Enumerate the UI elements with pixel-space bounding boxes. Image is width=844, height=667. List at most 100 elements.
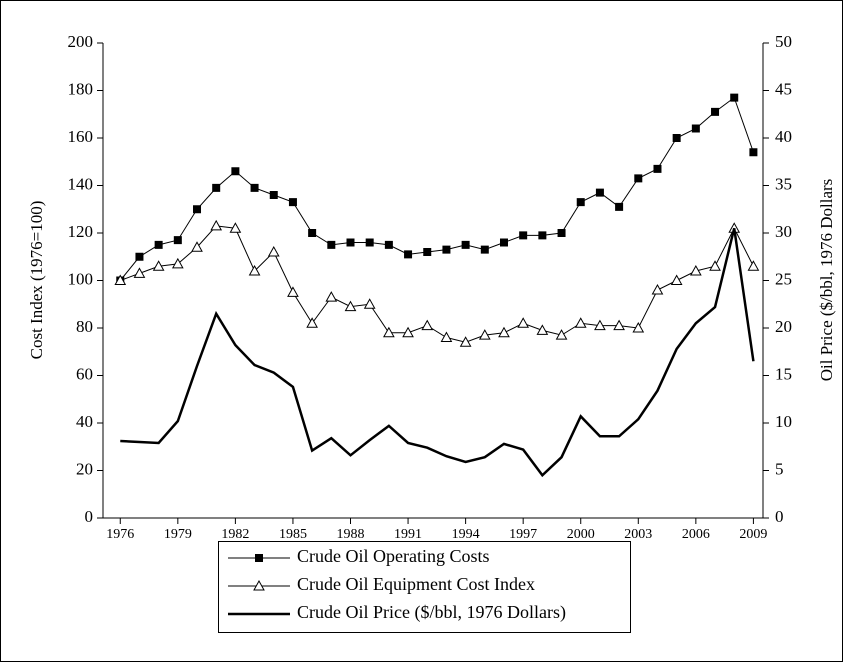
marker-square	[557, 229, 566, 237]
marker-triangle	[747, 260, 760, 271]
marker-square	[538, 231, 547, 240]
x-tick-label: 2000	[567, 527, 595, 542]
marker-square	[730, 93, 739, 102]
y-tick-label: 60	[76, 364, 93, 383]
legend-box	[218, 541, 631, 633]
marker-triangle	[306, 317, 318, 328]
y-tick-label: 20	[76, 459, 93, 478]
marker-square	[653, 164, 662, 173]
marker-triangle	[344, 300, 357, 312]
marker-square	[212, 183, 221, 192]
marker-square	[691, 124, 700, 133]
marker-triangle	[670, 274, 683, 285]
marker-triangle	[210, 219, 223, 231]
marker-triangle	[440, 331, 453, 342]
marker-triangle	[229, 222, 242, 233]
marker-square	[576, 198, 585, 207]
marker-triangle	[517, 317, 530, 328]
marker-triangle	[651, 283, 664, 295]
marker-triangle	[325, 291, 338, 302]
marker-triangle	[114, 274, 127, 285]
marker-square	[404, 250, 413, 259]
marker-square	[250, 183, 259, 192]
y-tick-label: 80	[76, 317, 93, 336]
marker-square	[288, 198, 297, 207]
marker-triangle	[253, 579, 265, 591]
marker-square	[154, 240, 163, 249]
marker-triangle	[574, 317, 587, 328]
marker-square	[519, 231, 528, 240]
x-tick-label: 2009	[739, 527, 767, 542]
marker-square	[193, 205, 202, 214]
marker-square	[634, 174, 643, 183]
marker-triangle	[402, 326, 414, 338]
x-tick-label: 1976	[106, 527, 134, 542]
legend-label: Crude Oil Equipment Cost Index	[297, 574, 535, 594]
y-axis-label: Cost Index (1976=100)	[27, 201, 46, 360]
marker-triangle	[689, 264, 702, 276]
marker-square	[615, 202, 624, 211]
marker-square	[327, 240, 336, 249]
y-tick-label: 200	[68, 32, 94, 51]
marker-triangle	[171, 257, 184, 269]
series-line	[120, 225, 754, 343]
x-tick-label: 2006	[682, 527, 710, 542]
y2-axis-label: Oil Price ($/bbl, 1976 Dollars	[817, 179, 836, 382]
marker-square	[461, 240, 470, 249]
marker-square	[346, 238, 355, 247]
y-tick-label: 120	[68, 222, 94, 241]
y-tick-label: 160	[68, 127, 94, 146]
marker-square	[423, 248, 432, 256]
marker-square	[711, 107, 720, 116]
marker-triangle	[191, 241, 203, 252]
marker-triangle	[363, 298, 376, 309]
marker-square	[480, 245, 489, 254]
y2-tick-label: 10	[775, 412, 792, 431]
marker-square	[384, 240, 393, 249]
y-tick-label: 140	[68, 174, 94, 193]
marker-triangle	[613, 319, 625, 331]
marker-square	[269, 191, 278, 199]
marker-square	[442, 245, 451, 254]
legend-label: Crude Oil Operating Costs	[297, 546, 489, 566]
x-tick-label: 1991	[394, 527, 422, 542]
marker-triangle	[421, 319, 434, 331]
marker-triangle	[555, 329, 568, 340]
marker-triangle	[594, 319, 606, 331]
marker-triangle	[248, 264, 261, 276]
y2-tick-label: 20	[775, 317, 792, 336]
marker-square	[672, 134, 681, 142]
x-tick-label: 1985	[279, 527, 307, 542]
y-tick-label: 180	[68, 79, 94, 98]
x-tick-label: 1979	[164, 527, 192, 542]
marker-triangle	[498, 326, 510, 338]
x-tick-label: 2003	[624, 527, 652, 542]
marker-square	[308, 229, 317, 237]
marker-triangle	[133, 267, 146, 278]
marker-triangle	[267, 245, 280, 257]
marker-square	[749, 148, 758, 157]
marker-square	[595, 188, 604, 197]
y2-tick-label: 50	[775, 32, 792, 51]
y2-tick-label: 0	[775, 507, 784, 526]
series-line	[119, 96, 754, 281]
y2-tick-label: 40	[775, 127, 792, 146]
marker-square	[499, 238, 508, 247]
marker-triangle	[459, 336, 472, 347]
marker-square	[231, 167, 240, 176]
x-tick-label: 1982	[221, 527, 249, 542]
y-tick-label: 0	[85, 507, 94, 526]
marker-square	[365, 238, 374, 247]
marker-triangle	[709, 260, 721, 271]
y2-tick-label: 25	[775, 269, 792, 288]
y-tick-label: 40	[76, 412, 93, 431]
y-tick-label: 100	[68, 269, 94, 288]
series-line	[120, 227, 755, 478]
y2-tick-label: 5	[775, 459, 784, 478]
y2-tick-label: 45	[775, 79, 792, 98]
marker-triangle	[478, 329, 491, 340]
y2-tick-label: 30	[775, 222, 792, 241]
y2-tick-label: 35	[775, 174, 792, 193]
